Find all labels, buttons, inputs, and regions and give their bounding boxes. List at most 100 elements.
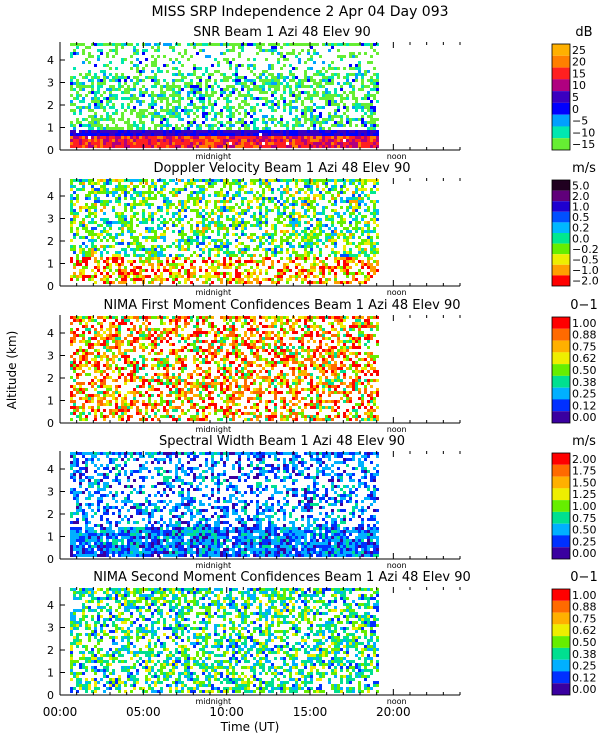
colorbar-label: −0.5 xyxy=(572,254,599,267)
y-tick-label: 4 xyxy=(47,599,54,612)
colorbar-label: 0.25 xyxy=(572,660,597,673)
colorbar-swatch xyxy=(552,55,570,68)
colorbar-label: 0.12 xyxy=(572,399,597,412)
colorbar-label: 1.25 xyxy=(572,488,597,501)
y-tick-label: 4 xyxy=(47,463,54,476)
colorbar-swatch xyxy=(552,67,570,80)
heatmap-cells xyxy=(70,43,379,148)
colorbar-frame xyxy=(551,452,571,560)
panel-unit: 0−1 xyxy=(570,298,597,313)
chart-panel-5: NIMA Second Moment Confidences Beam 1 Az… xyxy=(47,570,598,706)
y-tick-label: 1 xyxy=(47,531,54,544)
heatmap-cells xyxy=(70,179,379,284)
colorbar-swatch xyxy=(552,211,570,223)
colorbar-label: 25 xyxy=(572,44,586,57)
midnight-label: midnight xyxy=(195,561,231,570)
panel-title: Spectral Width Beam 1 Azi 48 Elev 90 xyxy=(159,434,405,449)
colorbar-label: 0.50 xyxy=(572,636,597,649)
colorbar-swatch xyxy=(552,671,570,684)
panel-unit: dB xyxy=(575,25,592,40)
panel-title: SNR Beam 1 Azi 48 Elev 90 xyxy=(193,25,371,40)
colorbar-swatch xyxy=(552,352,570,365)
colorbar-label: 0.62 xyxy=(572,624,597,637)
y-tick-label: 2 xyxy=(47,235,54,248)
noon-label: noon xyxy=(387,561,407,570)
colorbar-swatch xyxy=(552,340,570,353)
colorbar-swatch xyxy=(552,523,570,536)
axes xyxy=(59,451,461,560)
colorbar-label: 2.0 xyxy=(572,190,590,203)
colorbar-swatch xyxy=(552,317,570,329)
colorbar-swatch xyxy=(552,600,570,613)
y-tick-label: 0 xyxy=(47,280,54,293)
panel-unit: m/s xyxy=(572,161,596,176)
colorbar-swatch xyxy=(552,464,570,477)
panels: SNR Beam 1 Azi 48 Elev 90 dB 0 1 2 3 4 midnight… xyxy=(43,25,599,719)
colorbar-label: 0.88 xyxy=(572,329,597,342)
colorbar-frame xyxy=(551,179,571,287)
y-tick-label: 3 xyxy=(47,622,54,635)
colorbar-label: −10 xyxy=(572,126,595,139)
y-tick-label: 3 xyxy=(47,77,54,90)
colorbar-label: 0.00 xyxy=(572,547,597,560)
colorbar-label: 5 xyxy=(572,91,579,104)
y-tick-label: 0 xyxy=(47,553,54,566)
colorbar-label: 0.0 xyxy=(572,232,590,245)
chart-panel-2: Doppler Velocity Beam 1 Azi 48 Elev 90 m/… xyxy=(47,161,599,297)
colorbar-swatch xyxy=(552,328,570,341)
colorbar-label: 0.00 xyxy=(572,683,597,696)
colorbar-label: 0.88 xyxy=(572,601,597,614)
colorbar-label: 0.25 xyxy=(572,535,597,548)
x-axis-label: Time (UT) xyxy=(220,720,280,734)
colorbar-swatch xyxy=(552,254,570,265)
colorbar-label: −5 xyxy=(572,115,588,128)
y-tick-label: 2 xyxy=(47,372,54,385)
colorbar-label: −0.2 xyxy=(572,243,599,256)
y-tick-label: 1 xyxy=(47,258,54,271)
colorbar-frame xyxy=(551,316,571,424)
panel-title: NIMA Second Moment Confidences Beam 1 Az… xyxy=(93,570,470,585)
x-tick-label: 10:00 xyxy=(209,705,244,719)
colorbar-swatch xyxy=(552,387,570,400)
heatmap-cells xyxy=(70,452,379,557)
colorbar-swatch xyxy=(552,201,570,212)
colorbar-swatch xyxy=(552,399,570,412)
colorbar-label: 1.00 xyxy=(572,500,597,513)
colorbar-swatch xyxy=(552,233,570,244)
colorbar-label: 0.62 xyxy=(572,352,597,365)
colorbar-swatch xyxy=(552,91,570,103)
colorbar-label: −1.0 xyxy=(572,264,599,277)
colorbar-swatch xyxy=(552,79,570,92)
colorbar-swatch xyxy=(552,500,570,512)
colorbar-label: 0.50 xyxy=(572,524,597,537)
heatmap-cells xyxy=(70,588,379,693)
colorbar-label: 1.50 xyxy=(572,476,597,489)
noon-label: noon xyxy=(387,152,407,161)
x-tick-label: 15:00 xyxy=(293,705,328,719)
panel-unit: m/s xyxy=(572,434,596,449)
colorbar-swatch xyxy=(552,453,570,465)
colorbar-frame xyxy=(551,588,571,696)
y-tick-label: 1 xyxy=(47,122,54,135)
colorbar-frame xyxy=(551,43,571,151)
colorbar-swatch xyxy=(552,636,570,648)
colorbar-label: 0.25 xyxy=(572,388,597,401)
colorbar-label: 2.00 xyxy=(572,453,597,466)
colorbar-label: 1.0 xyxy=(572,201,590,214)
axes xyxy=(59,587,461,696)
colorbar-swatch xyxy=(552,190,570,202)
colorbar-swatch xyxy=(552,647,570,660)
colorbar-label: 0.2 xyxy=(572,222,590,235)
y-tick-label: 4 xyxy=(47,327,54,340)
axes xyxy=(59,315,461,424)
colorbar-swatch xyxy=(552,222,570,233)
colorbar-label: 0.50 xyxy=(572,364,597,377)
colorbar-swatch xyxy=(552,411,570,423)
colorbar-label: 0.75 xyxy=(572,340,597,353)
colorbar-swatch xyxy=(552,375,570,388)
colorbar-label: −2.0 xyxy=(572,275,599,288)
colorbar-label: 0.00 xyxy=(572,411,597,424)
colorbar-label: 0.5 xyxy=(572,211,590,224)
y-tick-label: 0 xyxy=(47,144,54,157)
colorbar-swatch xyxy=(552,364,570,376)
